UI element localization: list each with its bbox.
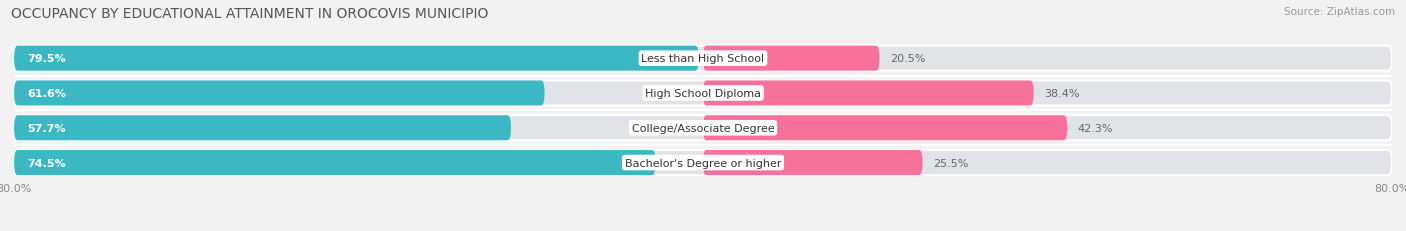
FancyBboxPatch shape xyxy=(14,81,544,106)
Text: 25.5%: 25.5% xyxy=(934,158,969,168)
Text: Source: ZipAtlas.com: Source: ZipAtlas.com xyxy=(1284,7,1395,17)
FancyBboxPatch shape xyxy=(14,81,1392,106)
Text: 38.4%: 38.4% xyxy=(1045,88,1080,99)
Text: OCCUPANCY BY EDUCATIONAL ATTAINMENT IN OROCOVIS MUNICIPIO: OCCUPANCY BY EDUCATIONAL ATTAINMENT IN O… xyxy=(11,7,489,21)
FancyBboxPatch shape xyxy=(14,46,1392,71)
Legend: Owner-occupied, Renter-occupied: Owner-occupied, Renter-occupied xyxy=(586,228,820,231)
Text: 74.5%: 74.5% xyxy=(27,158,66,168)
Text: 61.6%: 61.6% xyxy=(27,88,66,99)
Text: 79.5%: 79.5% xyxy=(27,54,66,64)
FancyBboxPatch shape xyxy=(703,150,922,175)
Text: 20.5%: 20.5% xyxy=(890,54,925,64)
FancyBboxPatch shape xyxy=(703,116,1067,141)
FancyBboxPatch shape xyxy=(14,46,699,71)
Text: 42.3%: 42.3% xyxy=(1077,123,1114,133)
Text: 57.7%: 57.7% xyxy=(27,123,66,133)
FancyBboxPatch shape xyxy=(14,150,655,175)
FancyBboxPatch shape xyxy=(14,116,1392,141)
FancyBboxPatch shape xyxy=(703,46,880,71)
Text: Bachelor's Degree or higher: Bachelor's Degree or higher xyxy=(624,158,782,168)
Text: Less than High School: Less than High School xyxy=(641,54,765,64)
FancyBboxPatch shape xyxy=(14,150,1392,175)
Text: College/Associate Degree: College/Associate Degree xyxy=(631,123,775,133)
FancyBboxPatch shape xyxy=(703,81,1033,106)
Text: High School Diploma: High School Diploma xyxy=(645,88,761,99)
FancyBboxPatch shape xyxy=(14,116,510,141)
